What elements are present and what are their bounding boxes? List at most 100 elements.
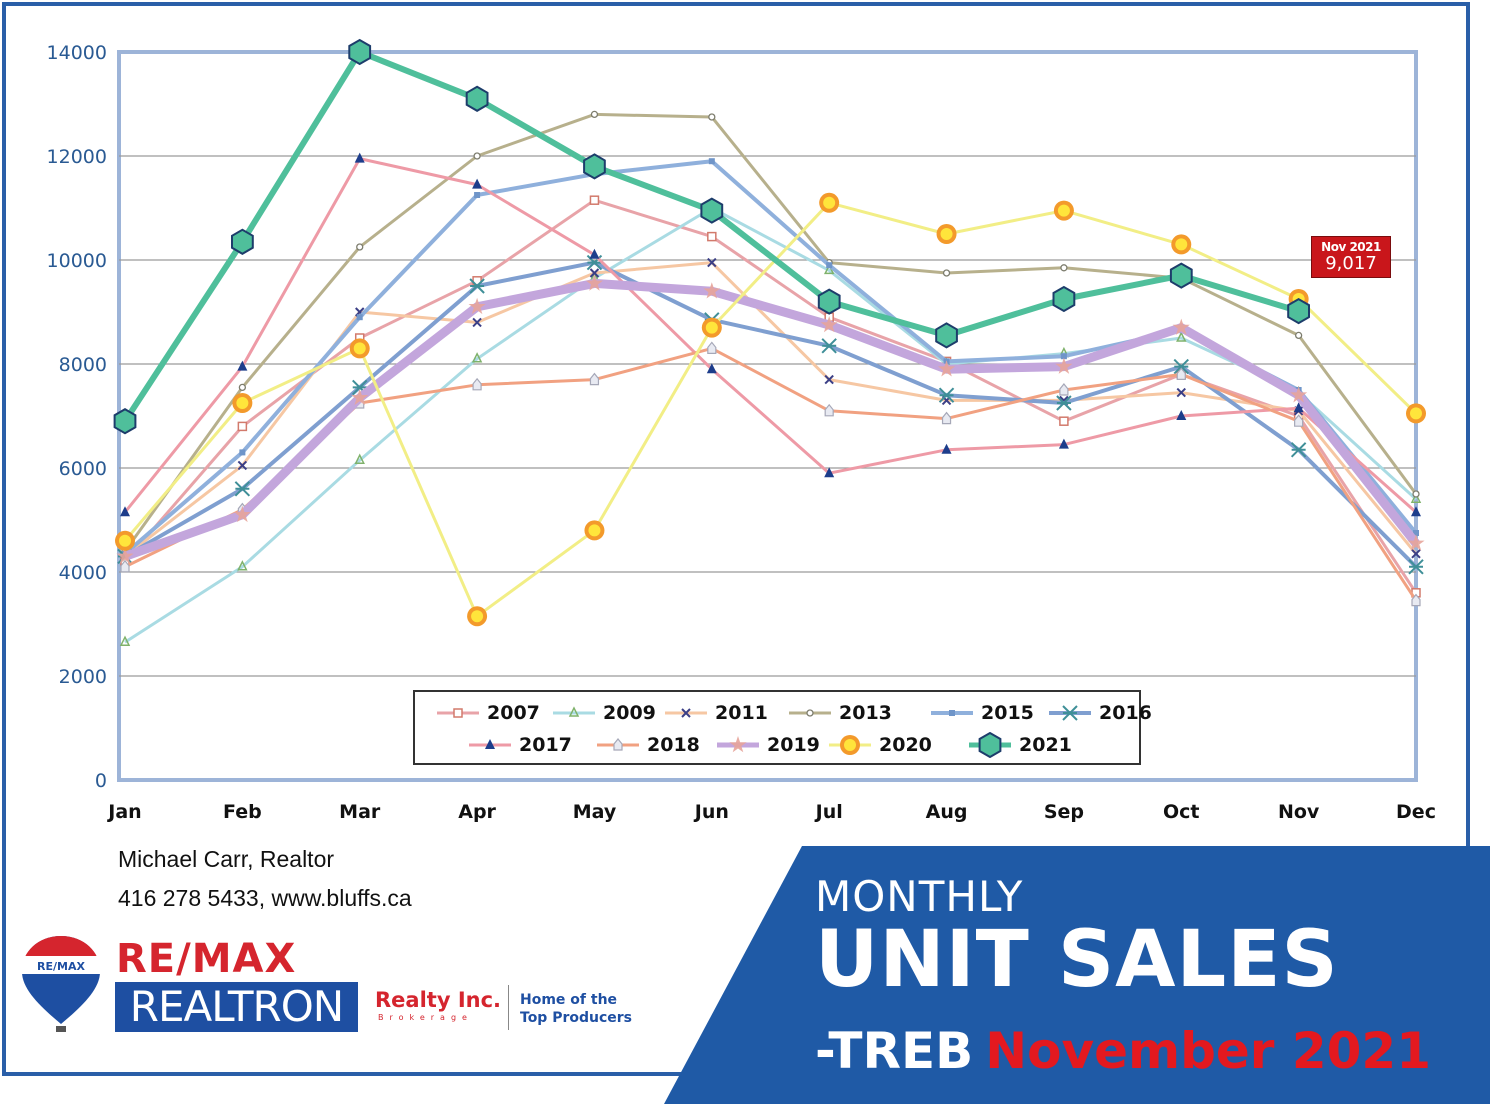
legend-item-2015: 2015 [929, 700, 1034, 726]
x-tick-label: Aug [926, 801, 968, 823]
series-line [123, 157, 1417, 514]
star-marker-icon [938, 360, 956, 377]
series-line [124, 346, 1418, 602]
hexagon-marker-icon [700, 197, 724, 224]
sun-marker-icon [701, 317, 722, 338]
y-tick-label: 8000 [59, 354, 107, 376]
asterisk-marker-icon [821, 338, 837, 354]
asterisk-marker-icon [1062, 705, 1078, 721]
x-tick-label: Jan [106, 801, 141, 823]
hexagon-marker-icon [465, 85, 489, 112]
banner-monthly: MONTHLY [815, 872, 1024, 921]
legend-item-2009: 2009 [551, 700, 656, 726]
series-2020 [115, 192, 1426, 627]
square-marker-icon [453, 708, 463, 718]
legend-label: 2021 [1019, 734, 1072, 756]
triangle-marker-icon [1058, 438, 1069, 449]
hexagon-marker-icon [1287, 297, 1310, 325]
star-marker-icon [233, 505, 251, 523]
x-marker-icon [589, 268, 600, 278]
triangle-marker-icon [120, 506, 130, 517]
callout-label: Nov 2021 [1321, 240, 1381, 254]
sun-marker-icon [115, 530, 135, 551]
y-tick-label: 2000 [59, 666, 107, 688]
triangle-marker-icon [824, 467, 835, 478]
star-marker-icon [729, 736, 747, 753]
square-small-marker-icon [708, 158, 715, 165]
legend-label: 2018 [647, 734, 700, 756]
hexagon-marker-icon [1052, 285, 1076, 313]
series-line [123, 112, 1418, 553]
triangle-open-marker-icon [568, 706, 580, 717]
x-marker-icon [472, 317, 482, 328]
x-tick-label: Feb [223, 801, 262, 823]
square-marker-icon [589, 195, 600, 205]
asterisk-marker-icon [1408, 559, 1424, 575]
sun-marker-icon [232, 393, 253, 413]
square-small-marker-icon [949, 710, 955, 716]
triangle-marker-icon [237, 360, 248, 371]
y-tick-label: 0 [95, 770, 107, 792]
asterisk-marker-icon [1290, 442, 1307, 458]
remax-wordmark: RE/MAX [116, 936, 297, 982]
triangle-open-marker-icon [471, 352, 483, 363]
legend-item-2018: 2018 [595, 732, 700, 758]
sun-marker-icon [1053, 200, 1074, 221]
house-marker-icon [1411, 593, 1421, 607]
circle-small-marker-icon [708, 113, 716, 121]
x-tick-label: Sep [1044, 801, 1084, 823]
house-marker-icon [1176, 367, 1186, 380]
square-small-marker-icon [356, 314, 363, 321]
x-tick-label: Oct [1163, 801, 1200, 823]
circle-small-marker-icon [1412, 490, 1420, 498]
legend-item-2019: 2019 [715, 732, 820, 758]
legend-item-2016: 2016 [1047, 700, 1152, 726]
triangle-marker-icon [472, 178, 483, 189]
circle-small-marker-icon [806, 709, 814, 717]
triangle-marker-icon [941, 443, 952, 454]
circle-small-marker-icon [942, 269, 951, 277]
triangle-marker-icon [1293, 402, 1304, 413]
banner-month: November 2021 [985, 1022, 1432, 1080]
legend-item-2011: 2011 [663, 700, 768, 726]
house-marker-icon [589, 372, 600, 386]
banner-unit-sales: UNIT SALES [815, 915, 1339, 1005]
series-line [123, 201, 1418, 618]
plot-area [117, 50, 1418, 782]
star-marker-icon [585, 274, 603, 291]
square-small-marker-icon [1060, 353, 1067, 360]
circle-small-marker-icon [356, 243, 364, 251]
legend-label: 2009 [603, 702, 656, 724]
star-marker-icon [1172, 318, 1190, 335]
x-marker-icon [237, 460, 248, 471]
remax-balloon-icon: RE/MAX [22, 936, 100, 1032]
house-marker-icon [824, 403, 834, 417]
square-small-marker-icon [239, 449, 246, 456]
triangle-marker-icon [706, 363, 717, 374]
triangle-marker-icon [1411, 506, 1421, 517]
tagline: Home of the Top Producers [520, 992, 633, 1026]
star-marker-icon [1407, 534, 1425, 551]
legend-label: 2013 [839, 702, 892, 724]
legend-item-2007: 2007 [435, 700, 540, 726]
realtor-contact: 416 278 5433, www.bluffs.ca [118, 885, 412, 911]
triangle-open-marker-icon [119, 635, 131, 646]
square-small-marker-icon [474, 192, 481, 198]
sun-marker-icon [936, 224, 957, 244]
x-tick-label: Nov [1278, 801, 1320, 823]
hexagon-marker-icon [978, 732, 1002, 758]
hexagon-marker-icon [348, 38, 372, 66]
legend-label: 2016 [1099, 702, 1152, 724]
series-2019 [116, 274, 1425, 564]
x-tick-label: Jul [814, 801, 843, 823]
star-marker-icon [468, 297, 486, 315]
legend-label: 2017 [519, 734, 572, 756]
sun-marker-icon [584, 520, 605, 541]
legend-item-2013: 2013 [787, 700, 892, 726]
star-marker-icon [703, 282, 721, 299]
y-tick-label: 14000 [47, 42, 107, 64]
star-marker-icon [351, 388, 369, 406]
nov-2021-callout: Nov 2021 9,017 [1311, 236, 1391, 278]
hexagon-marker-icon [817, 288, 841, 315]
